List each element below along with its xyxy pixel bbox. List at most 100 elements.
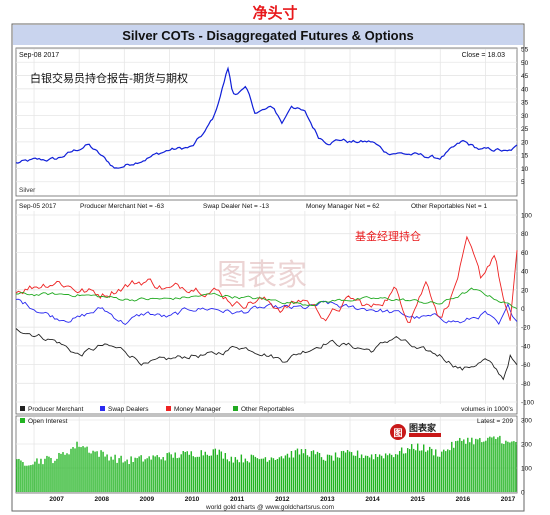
oi-bar — [108, 460, 110, 492]
oi-bar — [388, 453, 391, 492]
oi-bar — [246, 461, 249, 492]
oi-bar — [232, 462, 235, 492]
oi-bar — [272, 458, 275, 492]
oi-bar — [182, 451, 184, 492]
oi-bar — [126, 459, 128, 492]
oi-bar — [244, 458, 247, 492]
oi-bar — [453, 447, 455, 492]
oi-bar — [469, 442, 471, 492]
legend-swatch-swap — [100, 406, 105, 411]
oi-bar — [24, 465, 26, 492]
oi-bar — [230, 456, 233, 492]
oi-bar — [176, 458, 178, 492]
oi-bar — [66, 453, 68, 492]
oi-bar — [503, 443, 505, 492]
oi-bar — [398, 451, 401, 492]
oi-bar — [477, 439, 479, 492]
oi-bar — [56, 458, 58, 492]
oi-bar — [429, 446, 431, 492]
oi-bar — [130, 456, 132, 492]
y-tick-label: -60 — [521, 362, 531, 369]
oi-bar — [300, 449, 303, 492]
y-tick-label: -40 — [521, 343, 531, 350]
oi-bar — [414, 450, 417, 492]
legend-swatch-other — [233, 406, 238, 411]
oi-bar — [306, 455, 309, 492]
y-tick-label: 0 — [521, 490, 525, 497]
oi-legend-swatch — [20, 418, 25, 423]
oi-bar — [352, 455, 355, 492]
oi-bar — [493, 436, 495, 492]
oi-latest-label: Latest = 209 — [477, 418, 513, 425]
units-note: volumes in 1000's — [461, 406, 514, 413]
oi-bar — [250, 454, 253, 492]
y-tick-label: 20 — [521, 287, 529, 294]
oi-bar — [248, 462, 251, 492]
oi-bar — [380, 455, 383, 492]
chart-title: Silver COTs - Disaggregated Futures & Op… — [122, 28, 414, 43]
oi-bar — [270, 457, 273, 492]
oi-bar — [457, 440, 459, 492]
oi-bar — [26, 465, 28, 492]
oi-bar — [196, 456, 198, 492]
oi-bar — [501, 443, 503, 492]
x-tick-label: 2011 — [230, 496, 244, 503]
oi-bar — [485, 440, 487, 492]
oi-bar — [234, 457, 237, 492]
oi-bar — [481, 442, 483, 492]
net-date-label: Sep-05 2017 — [19, 203, 57, 210]
logo-underline — [409, 433, 441, 437]
oi-bar — [132, 461, 134, 492]
oi-bar — [404, 453, 407, 492]
x-tick-label: 2016 — [456, 496, 471, 503]
legend-money: Money Manager — [174, 406, 222, 413]
oi-bar — [386, 455, 389, 492]
oi-bar — [210, 455, 212, 492]
y-tick-label: 0 — [521, 306, 525, 313]
oi-bar — [459, 437, 461, 492]
oi-bar — [437, 456, 439, 492]
x-tick-label: 2013 — [320, 496, 335, 503]
oi-bar — [360, 454, 363, 492]
oi-bar — [356, 450, 359, 492]
oi-bar — [40, 458, 42, 492]
oi-bar — [475, 438, 477, 492]
oi-bar — [344, 452, 347, 492]
oi-bar — [118, 458, 120, 492]
oi-bar — [292, 457, 295, 492]
logo-glyph: 图 — [393, 428, 402, 439]
oi-bar — [282, 458, 285, 492]
oi-bar — [134, 457, 136, 492]
oi-bar — [262, 458, 265, 492]
oi-bar — [106, 454, 108, 492]
oi-bar — [142, 461, 144, 492]
oi-bar — [435, 449, 437, 492]
oi-bar — [100, 450, 102, 492]
oi-bar — [238, 462, 241, 492]
oi-bar — [392, 457, 395, 492]
oi-bar — [74, 448, 76, 492]
x-tick-label: 2007 — [49, 496, 64, 503]
oi-bar — [336, 457, 339, 492]
silver-price-line — [15, 66, 518, 169]
oi-bar — [290, 451, 293, 492]
oi-bar — [410, 444, 413, 492]
oi-bar — [372, 459, 375, 492]
oi-bar — [370, 454, 373, 492]
x-tick-label: 2015 — [410, 496, 425, 503]
oi-bar — [406, 448, 409, 492]
oi-bar — [162, 457, 164, 492]
oi-bar — [190, 451, 192, 492]
oi-bar — [92, 450, 94, 492]
oi-bar — [288, 457, 291, 492]
y-tick-label: 45 — [521, 73, 529, 80]
oi-bar — [400, 447, 403, 492]
x-tick-label: 2008 — [95, 496, 110, 503]
oi-bar — [471, 437, 473, 492]
oi-bar — [483, 441, 485, 492]
logo-badge: 图 图表家 — [390, 422, 441, 440]
oi-bar — [144, 459, 146, 492]
y-tick-label: 100 — [521, 466, 532, 473]
oi-bar — [423, 444, 425, 492]
oi-bar — [334, 452, 337, 492]
